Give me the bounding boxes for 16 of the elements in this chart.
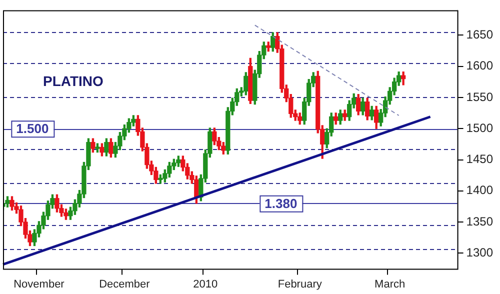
x-tick-label: December	[99, 278, 150, 290]
ref-line-label: 1.500	[16, 121, 49, 136]
y-tick-label: 1350	[466, 214, 494, 228]
y-tick-label: 1550	[466, 90, 494, 104]
ref-line-label: 1.380	[264, 196, 298, 211]
y-tick-label: 1400	[466, 183, 494, 198]
y-tick-label: 1650	[466, 27, 494, 42]
x-tick-label: November	[14, 278, 65, 290]
y-tick-label: 1600	[466, 58, 494, 73]
x-tick-label: March	[374, 278, 406, 290]
text: PLATINO	[43, 73, 104, 90]
y-tick-label: 1300	[466, 246, 494, 260]
x-tick-label: February	[278, 278, 322, 290]
y-tick-label: 1500	[466, 120, 494, 135]
x-tick-label: 2010	[193, 278, 218, 290]
y-tick-label: 1450	[466, 152, 494, 166]
